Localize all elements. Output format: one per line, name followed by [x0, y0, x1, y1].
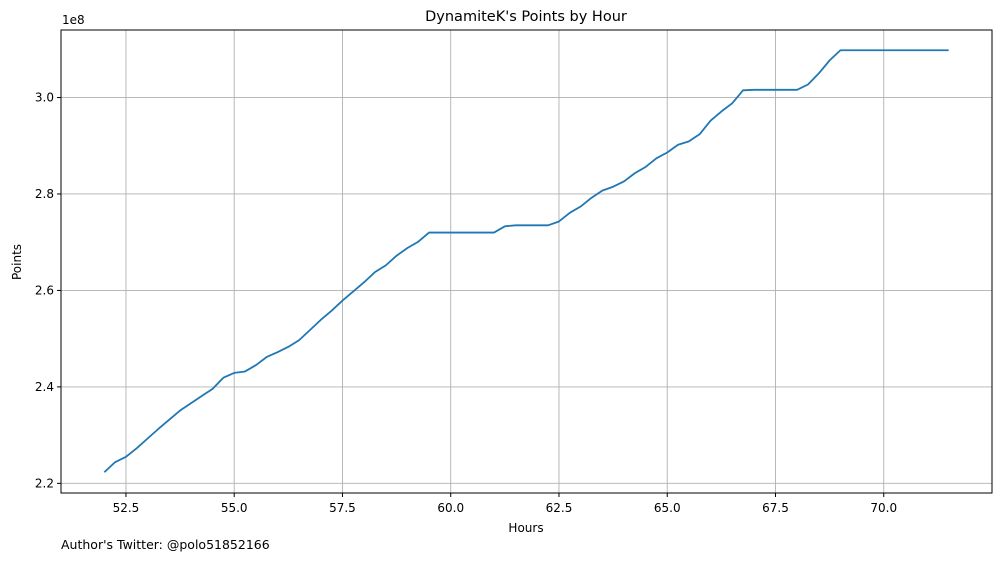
series-layer [103, 49, 949, 473]
x-tick-label: 55.0 [221, 501, 248, 515]
plot-frame [60, 29, 993, 494]
axis-ticks: 52.5 55.0 57.5 60.0 62.5 65.0 67.5 70.0 2.2 2.4 2.… [35, 91, 897, 515]
x-tick-label: 52.5 [113, 501, 140, 515]
y-tick-label: 2.6 [35, 283, 54, 297]
author-credit: Author's Twitter: @polo51852166 [61, 537, 270, 552]
y-tick-label: 2.4 [35, 380, 54, 394]
x-tick-label: 60.0 [437, 501, 464, 515]
x-tick-label: 65.0 [654, 501, 681, 515]
y-tick-label: 3.0 [35, 91, 54, 105]
y-axis-offset-label: 1e8 [62, 13, 85, 27]
y-axis-label: Points [10, 244, 24, 280]
x-axis-label: Hours [508, 521, 543, 535]
y-tick-label: 2.8 [35, 187, 54, 201]
series-line [103, 49, 949, 473]
y-tick-label: 2.2 [35, 476, 54, 490]
grid-lines [61, 30, 992, 493]
chart-title: DynamiteK's Points by Hour [425, 9, 627, 25]
x-tick-label: 67.5 [762, 501, 789, 515]
x-tick-label: 62.5 [546, 501, 573, 515]
x-tick-label: 70.0 [870, 501, 897, 515]
x-tick-label: 57.5 [329, 501, 356, 515]
